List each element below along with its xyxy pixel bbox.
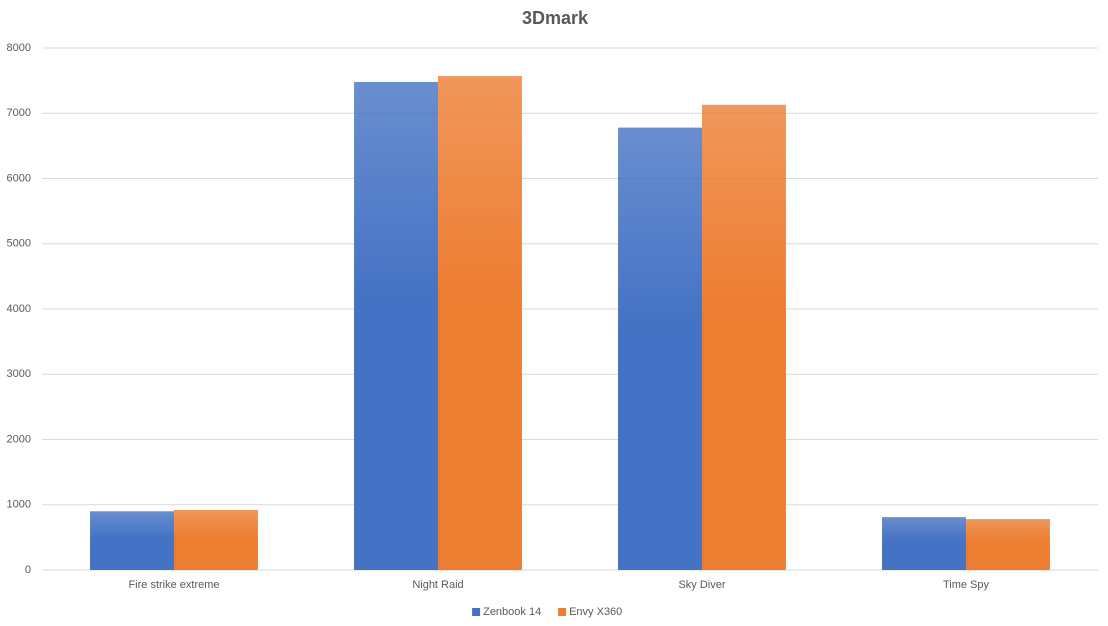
- bar: [174, 509, 258, 570]
- bar: [618, 127, 702, 570]
- legend-swatch: [472, 608, 481, 616]
- y-tick-label: 0: [25, 564, 31, 576]
- bar: [702, 104, 786, 570]
- x-tick-label: Night Raid: [412, 579, 463, 591]
- y-tick-label: 2000: [7, 433, 31, 445]
- y-tick-label: 5000: [7, 238, 31, 250]
- legend-label: Zenbook 14: [483, 606, 541, 618]
- y-tick-label: 8000: [7, 42, 31, 54]
- bar: [438, 76, 522, 571]
- x-tick-label: Fire strike extreme: [128, 579, 219, 591]
- legend-swatch: [558, 608, 567, 616]
- y-tick-label: 4000: [7, 303, 31, 315]
- y-tick-label: 6000: [7, 172, 31, 184]
- legend-label: Envy X360: [569, 606, 622, 618]
- y-tick-label: 7000: [7, 107, 31, 119]
- chart-title: 3Dmark: [522, 8, 589, 28]
- y-tick-label: 3000: [7, 368, 31, 380]
- x-tick-label: Time Spy: [943, 579, 990, 591]
- y-tick-label: 1000: [7, 499, 31, 511]
- bar: [354, 81, 438, 571]
- x-tick-label: Sky Diver: [678, 579, 725, 591]
- bar: [90, 511, 174, 570]
- bar: [966, 519, 1050, 570]
- bar: [882, 517, 966, 570]
